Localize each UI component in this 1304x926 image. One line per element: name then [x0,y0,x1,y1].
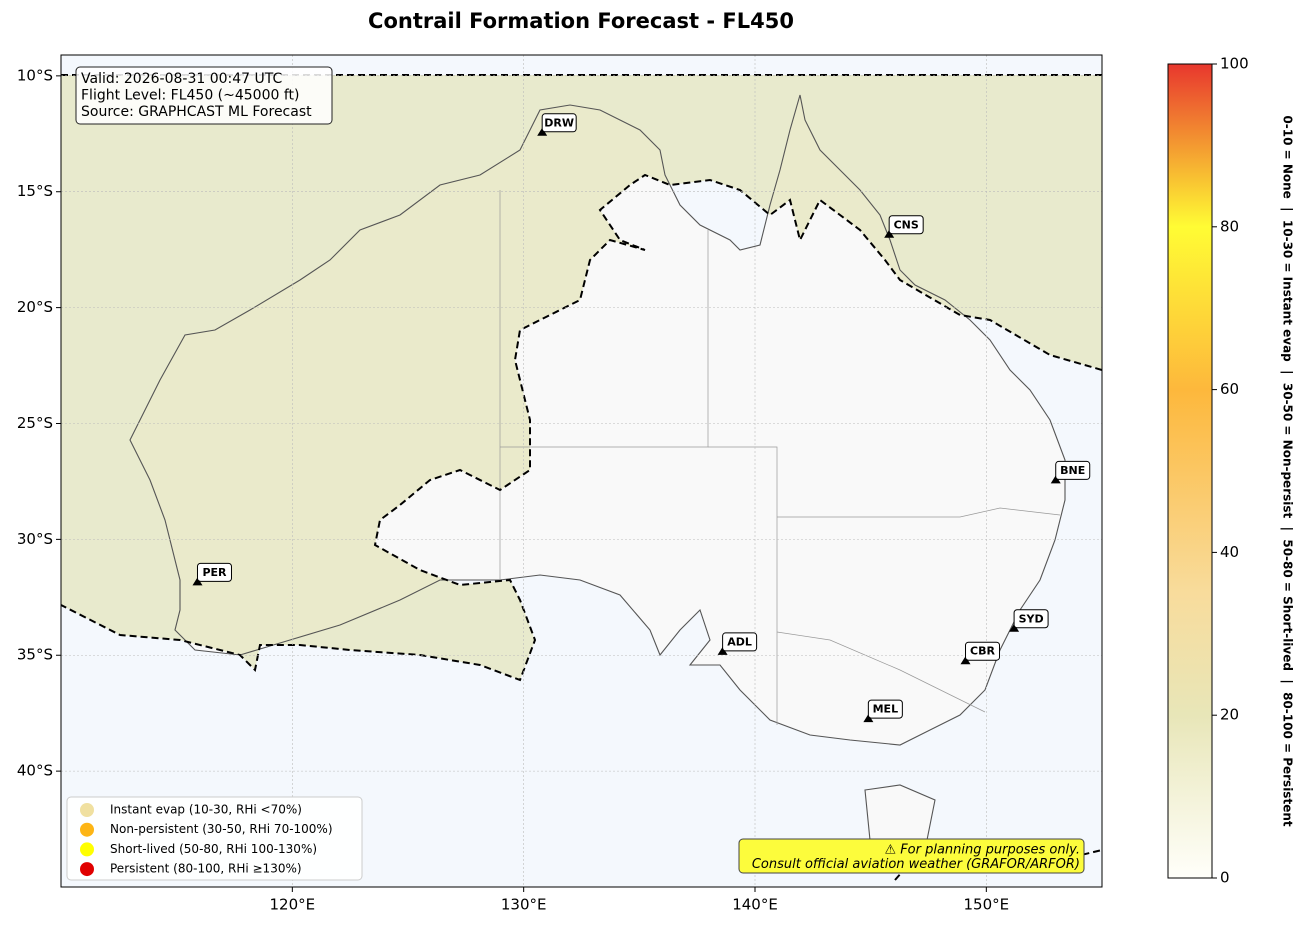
city-label-box [1013,609,1049,629]
colorbar-tick-label: 60 [1220,380,1239,398]
city-label: BNE [1060,464,1085,477]
map [61,55,1102,887]
coastline [129,94,1066,746]
legend-label: Instant evap (10-30, RHi <70%) [110,803,302,817]
info-line: Flight Level: FL450 (~45000 ft) [81,88,300,104]
colorbar-tick-label: 40 [1220,543,1239,561]
y-tick-label: 30°S [17,530,53,548]
city-label-box [196,562,232,582]
title: Contrail Formation Forecast - FL450 [368,9,794,33]
city-label: CNS [894,218,919,231]
city-label-box [965,641,1001,661]
colorbar-tick-label: 80 [1220,217,1239,235]
info-line: Source: GRAPHCAST ML Forecast [81,104,312,120]
x-tick-label: 120°E [270,896,316,914]
city-marker [192,577,203,586]
colorbar [1167,63,1213,879]
legend-frame [66,796,363,881]
x-tick-label: 130°E [501,896,547,914]
disclaimer: ⚠ For planning purposes only.Consult off… [738,838,1085,874]
disclaimer-line: Consult official aviation weather (GRAFO… [752,857,1080,872]
city-label-box [1055,460,1091,480]
info-line: Valid: 2026-08-31 00:47 UTC [81,71,282,87]
city-marker [717,646,728,655]
disclaimer-line: ⚠ For planning purposes only. [885,843,1081,858]
y-tick-label: 35°S [17,646,53,664]
city-marker [537,127,548,136]
city-label: DRW [544,116,574,129]
city-label: SYD [1019,612,1044,625]
legend-swatch [80,862,94,877]
city-label-box [541,113,577,133]
colorbar-tick-label: 20 [1220,706,1239,724]
legend-swatch [80,822,94,837]
city-label: CBR [970,645,995,658]
disclaimer-frame [738,838,1085,874]
city-marker [863,714,874,723]
y-tick-label: 40°S [17,762,53,780]
legend-label: Persistent (80-100, RHi ≥130%) [110,862,302,876]
legend: Instant evap (10-30, RHi <70%) Non-persis… [66,796,363,881]
city-marker [884,229,895,238]
legend-label: Short-lived (50-80, RHi 100-130%) [110,842,317,856]
info-box-frame [75,66,333,125]
legend-swatch [80,803,94,817]
city-label-box [867,699,903,719]
x-tick-label: 150°E [964,896,1010,914]
city-marker [1009,623,1020,632]
city-label: MEL [873,703,898,716]
city-label: PER [202,566,227,579]
map-frame [60,54,1103,888]
city-label: ADL [727,635,752,648]
legend-label: Non-persistent (30-50, RHi 70-100%) [110,822,333,836]
colorbar-tick-label: 100 [1220,55,1249,73]
y-tick-label: 20°S [17,298,53,316]
legend-swatch [80,842,94,857]
city-marker [1050,475,1061,484]
state-borders [777,507,1061,518]
y-tick-label: 10°S [17,66,53,84]
city-label-box [888,215,924,235]
colorbar-label: 0-10 = None | 10-30 = Instant evap | 30-… [1281,115,1295,826]
low-probability-region [61,75,1102,680]
city-label-box [722,632,758,652]
x-tick-label: 140°E [732,896,778,914]
y-tick-label: 25°S [17,414,53,432]
forecast-contour [61,173,1102,682]
colorbar-tick-label: 0 [1220,869,1230,887]
y-tick-label: 15°S [17,182,53,200]
city-marker [960,656,971,665]
